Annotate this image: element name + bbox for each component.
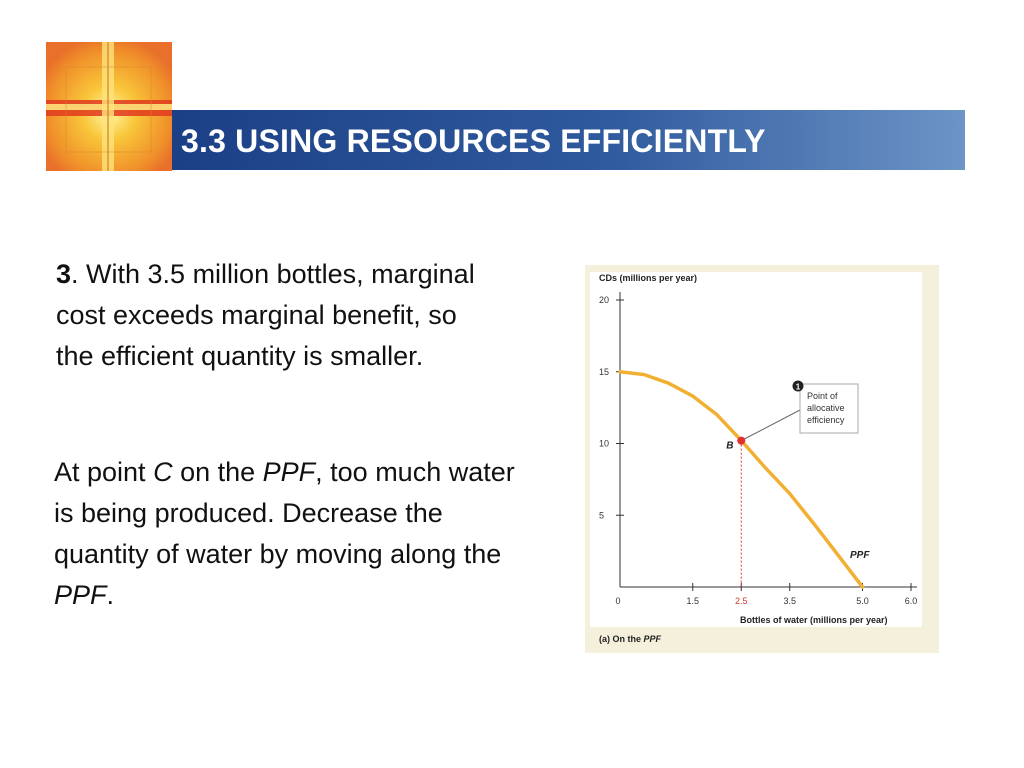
ppf-term: PPF (262, 457, 316, 487)
text-segment: At point (54, 457, 154, 487)
plot-background (590, 272, 922, 627)
paragraph-point-c: At point C on the PPF, too much water is… (54, 452, 534, 616)
x-tick-label: 6.0 (905, 596, 918, 606)
point-b-marker (737, 436, 746, 445)
y-tick-label: 10 (599, 439, 609, 449)
annotation-box (799, 383, 859, 434)
title-bar: 3.3 USING RESOURCES EFFICIENTLY (172, 110, 965, 170)
logo-cross-graphic (46, 42, 172, 171)
annotation-number-badge (792, 380, 804, 392)
logo (46, 42, 172, 171)
annotation-number: 1 (796, 383, 801, 392)
x-tick-label: 0 (615, 596, 620, 606)
y-tick-label: 20 (599, 295, 609, 305)
y-tick-label: 5 (599, 510, 604, 520)
ppf-chart: CDs (millions per year) Bottles of water… (590, 272, 922, 644)
y-tick-label: 15 (599, 367, 609, 377)
annotation-text-line: Point of (807, 391, 838, 401)
ppf-curve-label: PPF (850, 550, 870, 561)
x-tick-label: 5.0 (856, 596, 869, 606)
annotation-text-line: allocative (807, 403, 845, 413)
annotation-leader-line (741, 409, 801, 442)
paragraph-marginal-cost: 3. With 3.5 million bottles, marginal co… (56, 254, 496, 377)
text-segment: . (106, 580, 115, 610)
figure-caption: (a) On the PPF (599, 634, 662, 644)
x-tick-label: 1.5 (686, 596, 699, 606)
y-axis-label: CDs (millions per year) (599, 273, 697, 283)
ppf-term: PPF (54, 580, 107, 610)
text-segment: , too much water is being produced. Decr… (54, 457, 515, 569)
x-tick-label: 3.5 (783, 596, 796, 606)
slide-title: 3.3 USING RESOURCES EFFICIENTLY (181, 123, 766, 159)
point-c-label: C (153, 457, 173, 487)
point-b-label: B (726, 441, 733, 452)
text-segment: on the (172, 457, 263, 487)
paragraph-text: . With 3.5 million bottles, marginal cos… (56, 259, 475, 371)
ppf-figure: CDs (millions per year) Bottles of water… (585, 265, 939, 653)
annotation-text-line: efficiency (807, 415, 845, 425)
item-number: 3 (56, 259, 72, 289)
x-axis-label: Bottles of water (millions per year) (740, 615, 888, 625)
x-tick-label: 2.5 (735, 596, 748, 606)
